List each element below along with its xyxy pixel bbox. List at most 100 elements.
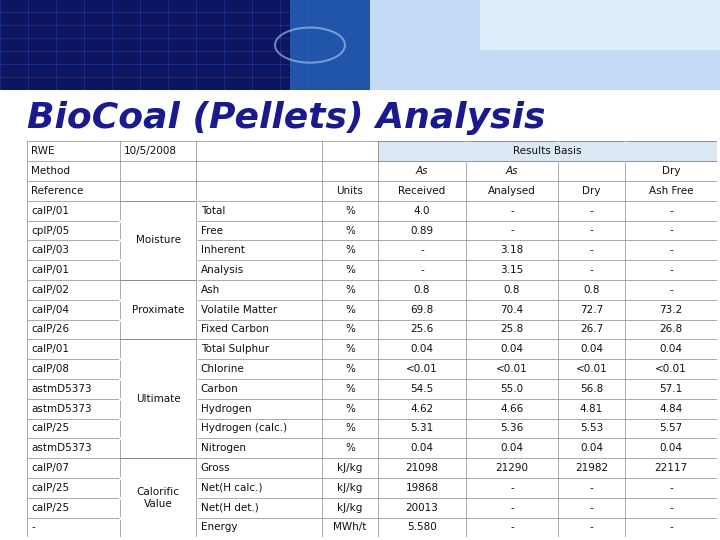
Text: Proximate: Proximate: [132, 305, 184, 315]
Text: 25.8: 25.8: [500, 325, 523, 334]
Text: %: %: [345, 245, 355, 255]
Text: kJ/kg: kJ/kg: [337, 483, 363, 493]
Text: %: %: [345, 226, 355, 235]
Text: 3.15: 3.15: [500, 265, 523, 275]
Text: %: %: [345, 404, 355, 414]
Text: 0.8: 0.8: [504, 285, 521, 295]
Text: -: -: [590, 206, 593, 216]
Text: Hydrogen (calc.): Hydrogen (calc.): [201, 423, 287, 434]
Text: -: -: [510, 522, 514, 532]
Text: Energy: Energy: [201, 522, 237, 532]
Text: 57.1: 57.1: [660, 384, 683, 394]
Text: Results Basis: Results Basis: [513, 146, 582, 157]
Text: 4.84: 4.84: [660, 404, 683, 414]
Text: 5.31: 5.31: [410, 423, 433, 434]
Text: -: -: [32, 522, 35, 532]
Text: astmD5373: astmD5373: [32, 404, 92, 414]
Text: calP/26: calP/26: [32, 325, 70, 334]
Text: -: -: [590, 522, 593, 532]
Text: %: %: [345, 206, 355, 216]
Text: RWE: RWE: [32, 146, 55, 157]
Text: Chlorine: Chlorine: [201, 364, 244, 374]
Text: %: %: [345, 364, 355, 374]
Text: 20013: 20013: [405, 503, 438, 512]
Text: %: %: [345, 443, 355, 453]
Text: 0.04: 0.04: [580, 443, 603, 453]
Text: 0.04: 0.04: [500, 345, 523, 354]
Text: 70.4: 70.4: [500, 305, 523, 315]
Text: 0.04: 0.04: [410, 345, 433, 354]
Text: %: %: [345, 285, 355, 295]
Text: -: -: [510, 226, 514, 235]
Text: %: %: [345, 423, 355, 434]
Text: 26.8: 26.8: [660, 325, 683, 334]
Text: Gross: Gross: [201, 463, 230, 473]
Bar: [370, 0, 720, 90]
Text: -: -: [590, 483, 593, 493]
Text: 69.8: 69.8: [410, 305, 433, 315]
Text: 54.5: 54.5: [410, 384, 433, 394]
Text: 26.7: 26.7: [580, 325, 603, 334]
Text: Total Sulphur: Total Sulphur: [201, 345, 269, 354]
Text: Analysis: Analysis: [201, 265, 244, 275]
Text: 0.04: 0.04: [580, 345, 603, 354]
Text: calP/25: calP/25: [32, 503, 70, 512]
Text: 55.0: 55.0: [500, 384, 523, 394]
Text: 56.8: 56.8: [580, 384, 603, 394]
Text: %: %: [345, 384, 355, 394]
Text: calP/02: calP/02: [32, 285, 70, 295]
Text: -: -: [669, 206, 672, 216]
Text: 5.580: 5.580: [407, 522, 437, 532]
Text: Ultimate: Ultimate: [136, 394, 181, 404]
Text: 21290: 21290: [495, 463, 528, 473]
Text: Ash Free: Ash Free: [649, 186, 693, 196]
Text: calP/25: calP/25: [32, 423, 70, 434]
Text: Free: Free: [201, 226, 222, 235]
Text: As: As: [505, 166, 518, 176]
Text: 5.36: 5.36: [500, 423, 523, 434]
Text: astmD5373: astmD5373: [32, 443, 92, 453]
Text: 72.7: 72.7: [580, 305, 603, 315]
Text: 4.66: 4.66: [500, 404, 523, 414]
Text: -: -: [590, 245, 593, 255]
Text: kJ/kg: kJ/kg: [337, 463, 363, 473]
Text: 5.57: 5.57: [660, 423, 683, 434]
Text: Nitrogen: Nitrogen: [201, 443, 246, 453]
Text: 0.04: 0.04: [660, 443, 683, 453]
Text: %: %: [345, 305, 355, 315]
Text: astmD5373: astmD5373: [32, 384, 92, 394]
Text: 22117: 22117: [654, 463, 688, 473]
Text: Moisture: Moisture: [135, 235, 181, 246]
Text: -: -: [590, 265, 593, 275]
Text: 3.18: 3.18: [500, 245, 523, 255]
Bar: [378, 141, 717, 161]
Text: Received: Received: [398, 186, 446, 196]
Text: 0.04: 0.04: [410, 443, 433, 453]
Text: <0.01: <0.01: [655, 364, 687, 374]
Text: Ash: Ash: [201, 285, 220, 295]
Text: 25.6: 25.6: [410, 325, 433, 334]
Text: calP/25: calP/25: [32, 483, 70, 493]
Text: Analysed: Analysed: [488, 186, 536, 196]
Text: 0.8: 0.8: [583, 285, 600, 295]
Text: calP/08: calP/08: [32, 364, 70, 374]
Text: calP/04: calP/04: [32, 305, 70, 315]
Text: -: -: [420, 245, 424, 255]
Text: -: -: [669, 245, 672, 255]
Text: calP/07: calP/07: [32, 463, 70, 473]
Text: -: -: [669, 265, 672, 275]
Text: -: -: [669, 483, 672, 493]
Text: 0.8: 0.8: [414, 285, 431, 295]
Bar: [0, 0, 290, 90]
Text: 19868: 19868: [405, 483, 438, 493]
Text: Carbon: Carbon: [201, 384, 238, 394]
Text: cpIP/05: cpIP/05: [32, 226, 70, 235]
Text: <0.01: <0.01: [496, 364, 528, 374]
Text: %: %: [345, 325, 355, 334]
Text: Method: Method: [32, 166, 71, 176]
Text: Units: Units: [336, 186, 364, 196]
Text: Calorific
Value: Calorific Value: [137, 487, 179, 509]
Text: %: %: [345, 345, 355, 354]
Text: As: As: [415, 166, 428, 176]
Text: BioCoal (Pellets) Analysis: BioCoal (Pellets) Analysis: [27, 101, 546, 135]
